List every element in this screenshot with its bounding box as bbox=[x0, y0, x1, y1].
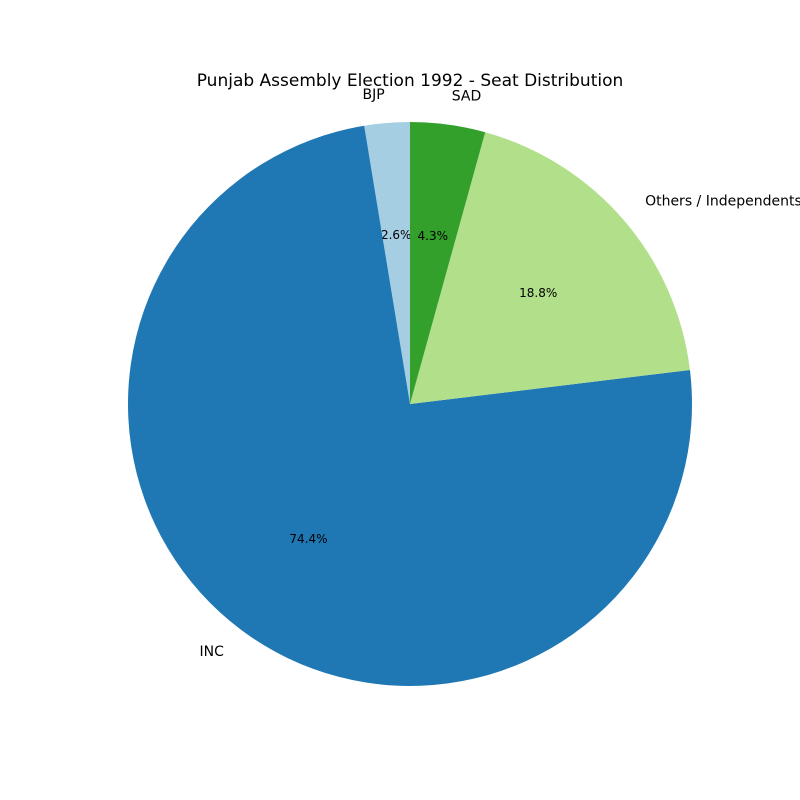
percent-label: 74.4% bbox=[289, 532, 327, 546]
slice-label: Others / Independents bbox=[645, 194, 800, 210]
pie-slice bbox=[364, 122, 410, 404]
pie-slice bbox=[410, 132, 690, 404]
pie-slice bbox=[410, 122, 486, 404]
chart-title: Punjab Assembly Election 1992 - Seat Dis… bbox=[197, 71, 624, 91]
slice-label: BJP bbox=[363, 87, 385, 103]
slice-label: SAD bbox=[452, 89, 482, 105]
percent-label: 4.3% bbox=[418, 229, 449, 243]
slice-label: INC bbox=[200, 644, 225, 660]
percent-label: 2.6% bbox=[381, 228, 412, 242]
pie-slice bbox=[128, 125, 693, 686]
percent-label: 18.8% bbox=[519, 286, 557, 300]
